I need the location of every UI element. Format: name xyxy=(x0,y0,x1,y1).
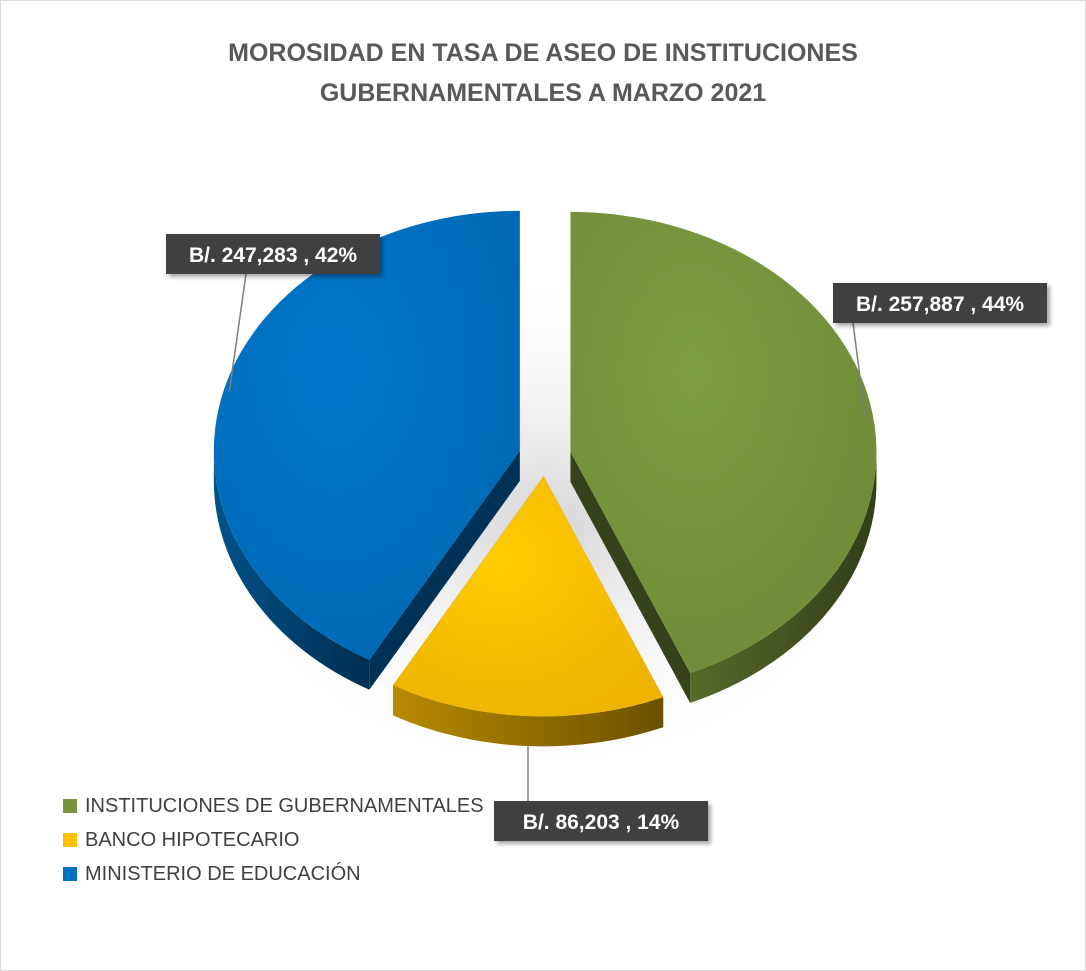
chart-title-line-2: GUBERNAMENTALES A MARZO 2021 xyxy=(319,79,767,107)
chart-legend: INSTITUCIONES DE GUBERNAMENTALES BANCO H… xyxy=(63,789,484,891)
leader-line-instituciones xyxy=(852,322,866,417)
chart-title: MOROSIDAD EN TASA DE ASEO DE INSTITUCION… xyxy=(1,33,1085,113)
slice-wall-instituciones-0 xyxy=(690,451,877,703)
data-label-ministerio-educacion: B/. 247,283 , 42% xyxy=(166,234,380,274)
slice-cut-face-ministerio-educacion-0 xyxy=(369,450,520,690)
slice-side-instituciones xyxy=(570,451,877,703)
legend-item-instituciones: INSTITUCIONES DE GUBERNAMENTALES xyxy=(63,789,484,823)
legend-swatch-banco-hipotecario xyxy=(63,833,77,847)
leader-line-ministerio-educacion xyxy=(228,273,247,392)
legend-swatch-instituciones xyxy=(63,799,77,813)
data-label-box-ministerio-educacion xyxy=(166,234,380,274)
data-label-text-instituciones: B/. 257,887 , 44% xyxy=(856,293,1024,316)
legend-label-instituciones: INSTITUCIONES DE GUBERNAMENTALES xyxy=(85,794,484,817)
legend-swatch-ministerio-educacion xyxy=(63,867,77,881)
legend-label-banco-hipotecario: BANCO HIPOTECARIO xyxy=(85,828,300,851)
legend-item-ministerio-educacion: MINISTERIO DE EDUCACIÓN xyxy=(63,857,484,891)
legend-label-ministerio-educacion: MINISTERIO DE EDUCACIÓN xyxy=(85,862,361,885)
data-label-text-ministerio-educacion: B/. 247,283 , 42% xyxy=(189,244,357,267)
data-label-instituciones: B/. 257,887 , 44% xyxy=(833,283,1047,323)
slice-cut-face-instituciones-1 xyxy=(570,451,691,703)
data-label-text-banco-hipotecario: B/. 86,203 , 14% xyxy=(523,811,680,834)
pie-slice-banco-hipotecario xyxy=(393,476,664,717)
data-label-box-instituciones xyxy=(833,283,1047,323)
legend-item-banco-hipotecario: BANCO HIPOTECARIO xyxy=(63,823,484,857)
pie-slice-ministerio-educacion xyxy=(213,210,520,660)
data-label-banco-hipotecario: B/. 86,203 , 14% xyxy=(494,801,708,841)
chart-title-line-1: MOROSIDAD EN TASA DE ASEO DE INSTITUCION… xyxy=(228,39,858,67)
data-label-box-banco-hipotecario xyxy=(494,801,708,841)
slice-side-ministerio-educacion xyxy=(213,450,520,690)
pie-slice-instituciones xyxy=(570,211,877,673)
slice-wall-banco-hipotecario-0 xyxy=(393,685,664,747)
slice-wall-ministerio-educacion-0 xyxy=(213,450,370,690)
